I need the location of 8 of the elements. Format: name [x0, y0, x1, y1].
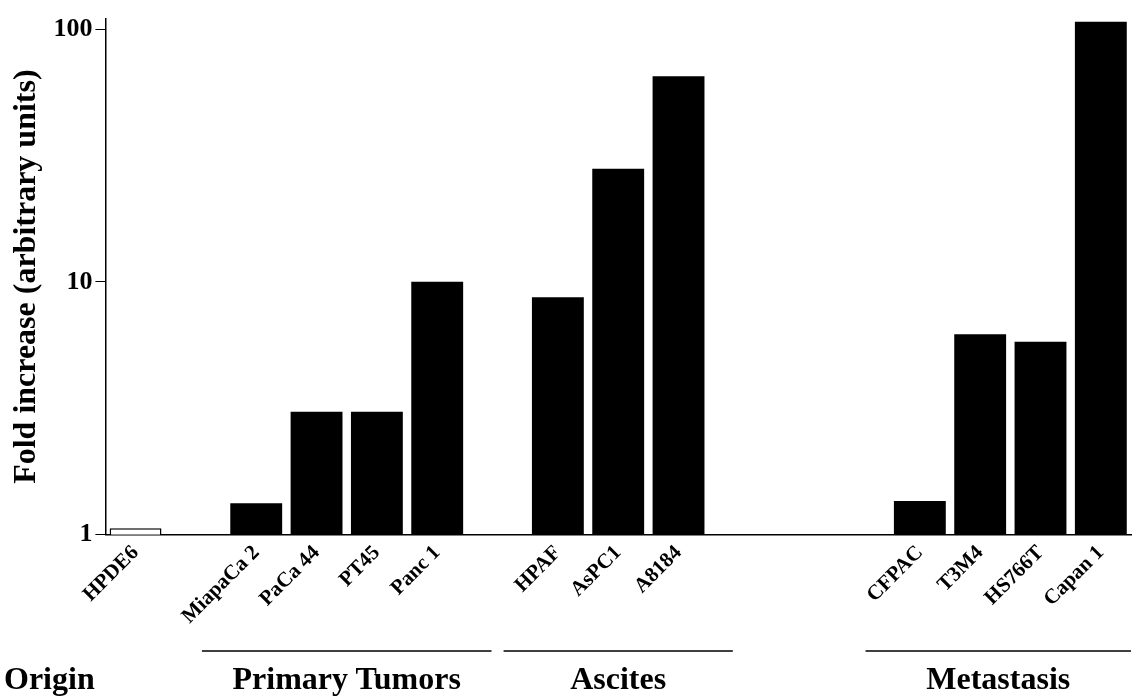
- text: Metastasis: [926, 660, 1071, 696]
- y-tick-label: 1: [79, 518, 93, 548]
- y-tick-label: 100: [53, 12, 93, 42]
- text: Primary Tumors: [232, 660, 461, 696]
- text: Ascites: [570, 660, 667, 696]
- y-axis-title: Fold increase (arbitrary units): [6, 69, 43, 484]
- text: Origin: [4, 660, 95, 696]
- y-tick-label: 10: [66, 265, 93, 295]
